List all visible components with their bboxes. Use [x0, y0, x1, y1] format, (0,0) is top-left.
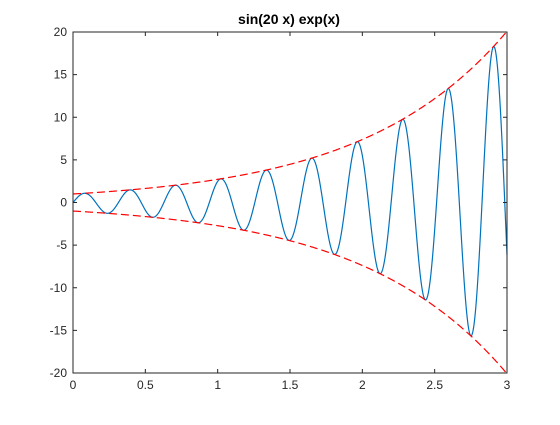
- y-tick-label: -15: [50, 323, 68, 337]
- x-tick-label: 1: [214, 378, 221, 392]
- series-lower-envelope: [72, 210, 508, 375]
- series-upper-envelope: [72, 30, 508, 195]
- chart-title: sin(20 x) exp(x): [238, 11, 340, 27]
- y-tick-label: 20: [54, 25, 68, 39]
- y-tick-label: -20: [50, 366, 68, 380]
- series-layer: [72, 30, 508, 375]
- y-axis: -20 -15 -10 -5 0 5 10 15 20: [50, 25, 507, 380]
- x-tick-label: 1.5: [282, 378, 299, 392]
- x-tick-label: 2.5: [426, 378, 443, 392]
- y-tick-label: 5: [60, 153, 67, 167]
- x-axis: 0 0.5 1 1.5 2 2.5 3: [70, 32, 511, 392]
- y-tick-label: 15: [54, 68, 68, 82]
- y-tick-label: 10: [54, 110, 68, 124]
- y-tick-label: -10: [50, 281, 68, 295]
- plot-area: [73, 32, 507, 373]
- x-tick-label: 0.5: [137, 378, 154, 392]
- x-tick-label: 2: [359, 378, 366, 392]
- x-tick-label: 0: [70, 378, 77, 392]
- y-tick-label: -5: [56, 238, 67, 252]
- x-tick-label: 3: [504, 378, 511, 392]
- y-tick-label: 0: [60, 196, 67, 210]
